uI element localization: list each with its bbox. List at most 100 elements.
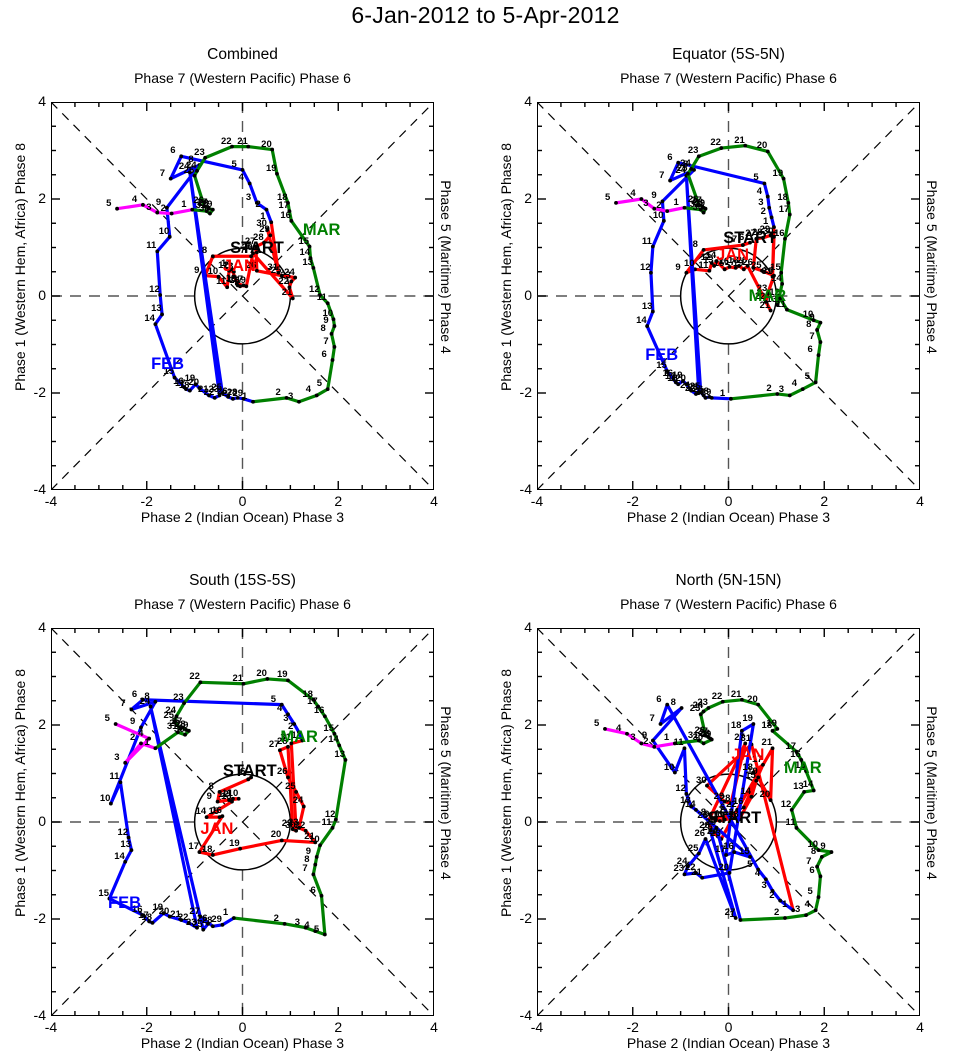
data-point-mar-29 <box>186 728 191 733</box>
data-point-mar-16 <box>799 758 804 762</box>
panel-top-phase-label-north: Phase 7 (Western Pacific) Phase 6 <box>620 596 837 612</box>
data-point-feb-28 <box>210 924 215 929</box>
data-point-jan-30 <box>294 828 299 833</box>
data-point-jan-11 <box>225 285 230 290</box>
data-point-mar-30 <box>701 210 706 215</box>
data-point-jan-8 <box>217 790 222 794</box>
data-point-feb-1 <box>772 225 776 230</box>
data-point-feb-25 <box>698 390 703 394</box>
data-point-feb-6 <box>665 702 670 707</box>
data-point-apr-1 <box>190 207 195 212</box>
data-point-jan-23 <box>289 279 294 284</box>
data-point-jan-17 <box>241 283 246 288</box>
data-point-feb-3 <box>292 722 297 726</box>
data-point-mar-26 <box>703 733 708 738</box>
data-point-feb-11 <box>682 746 687 751</box>
data-point-jan-11 <box>722 817 727 822</box>
data-point-apr-4 <box>141 202 145 207</box>
data-point-mar-12 <box>333 817 338 822</box>
data-point-feb-13 <box>129 848 134 853</box>
data-point-mar-4 <box>800 387 805 392</box>
data-point-feb-21 <box>700 875 705 880</box>
data-point-apr-1 <box>672 741 677 746</box>
data-point-mar-31 <box>204 209 209 214</box>
data-point-jan-19 <box>741 267 746 272</box>
data-point-feb-14 <box>123 859 128 864</box>
data-point-feb-20 <box>197 386 202 391</box>
data-point-mar-20 <box>765 149 770 154</box>
data-point-feb-13 <box>650 309 655 314</box>
data-point-feb-9 <box>660 199 665 204</box>
data-point-jan-19 <box>244 284 249 289</box>
data-point-feb-5 <box>240 168 245 172</box>
data-point-mar-23 <box>706 706 711 710</box>
data-point-apr-3 <box>652 206 657 211</box>
data-point-mar-12 <box>318 293 322 297</box>
data-point-feb-3 <box>767 205 772 210</box>
data-point-mar-9 <box>829 850 834 854</box>
data-point-feb-12 <box>684 791 689 796</box>
x-tick-0: 0 <box>238 1019 247 1035</box>
data-point-mar-2 <box>284 395 289 400</box>
data-point-apr-2 <box>665 209 670 214</box>
data-point-jan-18 <box>737 264 741 268</box>
data-point-jan-30 <box>705 783 709 788</box>
data-point-mar-25 <box>685 171 690 176</box>
data-point-feb-16 <box>671 377 676 382</box>
data-point-mar-21 <box>740 697 744 702</box>
unit-circle <box>193 773 292 871</box>
data-point-jan-10 <box>216 274 221 279</box>
data-point-mar-14 <box>811 788 816 793</box>
data-point-feb-24 <box>685 864 690 869</box>
data-point-feb-21 <box>689 388 694 393</box>
data-point-jan-19 <box>756 775 761 780</box>
x-tick-4: 4 <box>916 493 924 509</box>
data-point-feb-15 <box>107 896 112 901</box>
data-point-apr-5 <box>603 726 607 731</box>
data-point-jan-14 <box>230 267 234 272</box>
data-point-mar-24 <box>195 168 199 173</box>
data-point-feb-4 <box>765 194 770 199</box>
data-point-mar-8 <box>819 855 824 859</box>
y-tick--4: -4 <box>33 1007 46 1023</box>
data-point-feb-10 <box>167 234 172 239</box>
data-point-feb-4 <box>286 712 290 717</box>
data-point-mar-6 <box>818 874 823 879</box>
data-point-feb-29 <box>241 396 246 401</box>
x-tick--4: -4 <box>530 1019 544 1035</box>
data-point-jan-13 <box>230 799 234 804</box>
data-point-mar-29 <box>210 207 215 212</box>
data-point-feb-29 <box>709 395 714 400</box>
data-point-jan-28 <box>262 240 266 245</box>
data-point-apr-2 <box>169 211 174 216</box>
data-point-jan-20 <box>251 251 255 256</box>
data-point-mar-11 <box>330 825 335 830</box>
plot-canvas-south <box>51 628 434 1016</box>
x-tick--2: -2 <box>626 1019 639 1035</box>
data-point-mar-1 <box>728 396 733 401</box>
data-point-feb-18 <box>187 388 192 393</box>
y-tick-4: 4 <box>524 619 532 635</box>
data-point-jan-12 <box>227 798 231 803</box>
data-point-mar-14 <box>308 256 313 261</box>
data-point-jan-19 <box>238 846 243 851</box>
data-point-mar-15 <box>332 731 337 736</box>
data-point-jan-10 <box>236 796 241 801</box>
data-point-feb-28 <box>708 828 713 833</box>
data-point-jan-27 <box>754 236 759 241</box>
data-point-feb-27 <box>733 916 738 920</box>
x-axis-label-combined: Phase 2 (Indian Ocean) Phase 3 <box>140 509 345 525</box>
x-tick-4: 4 <box>430 493 438 509</box>
y-axis-label-left-south: Phase 1 (Western Hem, Africa) Phase 8 <box>12 669 28 917</box>
data-point-mar-17 <box>787 212 792 217</box>
data-point-feb-20 <box>167 914 172 919</box>
data-point-jan-8 <box>709 816 714 821</box>
data-point-feb-2 <box>778 898 783 903</box>
y-tick--4: -4 <box>519 1007 532 1023</box>
y-axis-label-right-combined: Phase 5 (Maritime) Phase 4 <box>438 180 454 354</box>
data-point-apr-3 <box>155 210 160 215</box>
data-point-jan-26 <box>254 268 259 273</box>
data-point-feb-28 <box>235 395 240 400</box>
plot-canvas-equator <box>537 102 920 490</box>
data-point-mar-2 <box>783 916 787 920</box>
